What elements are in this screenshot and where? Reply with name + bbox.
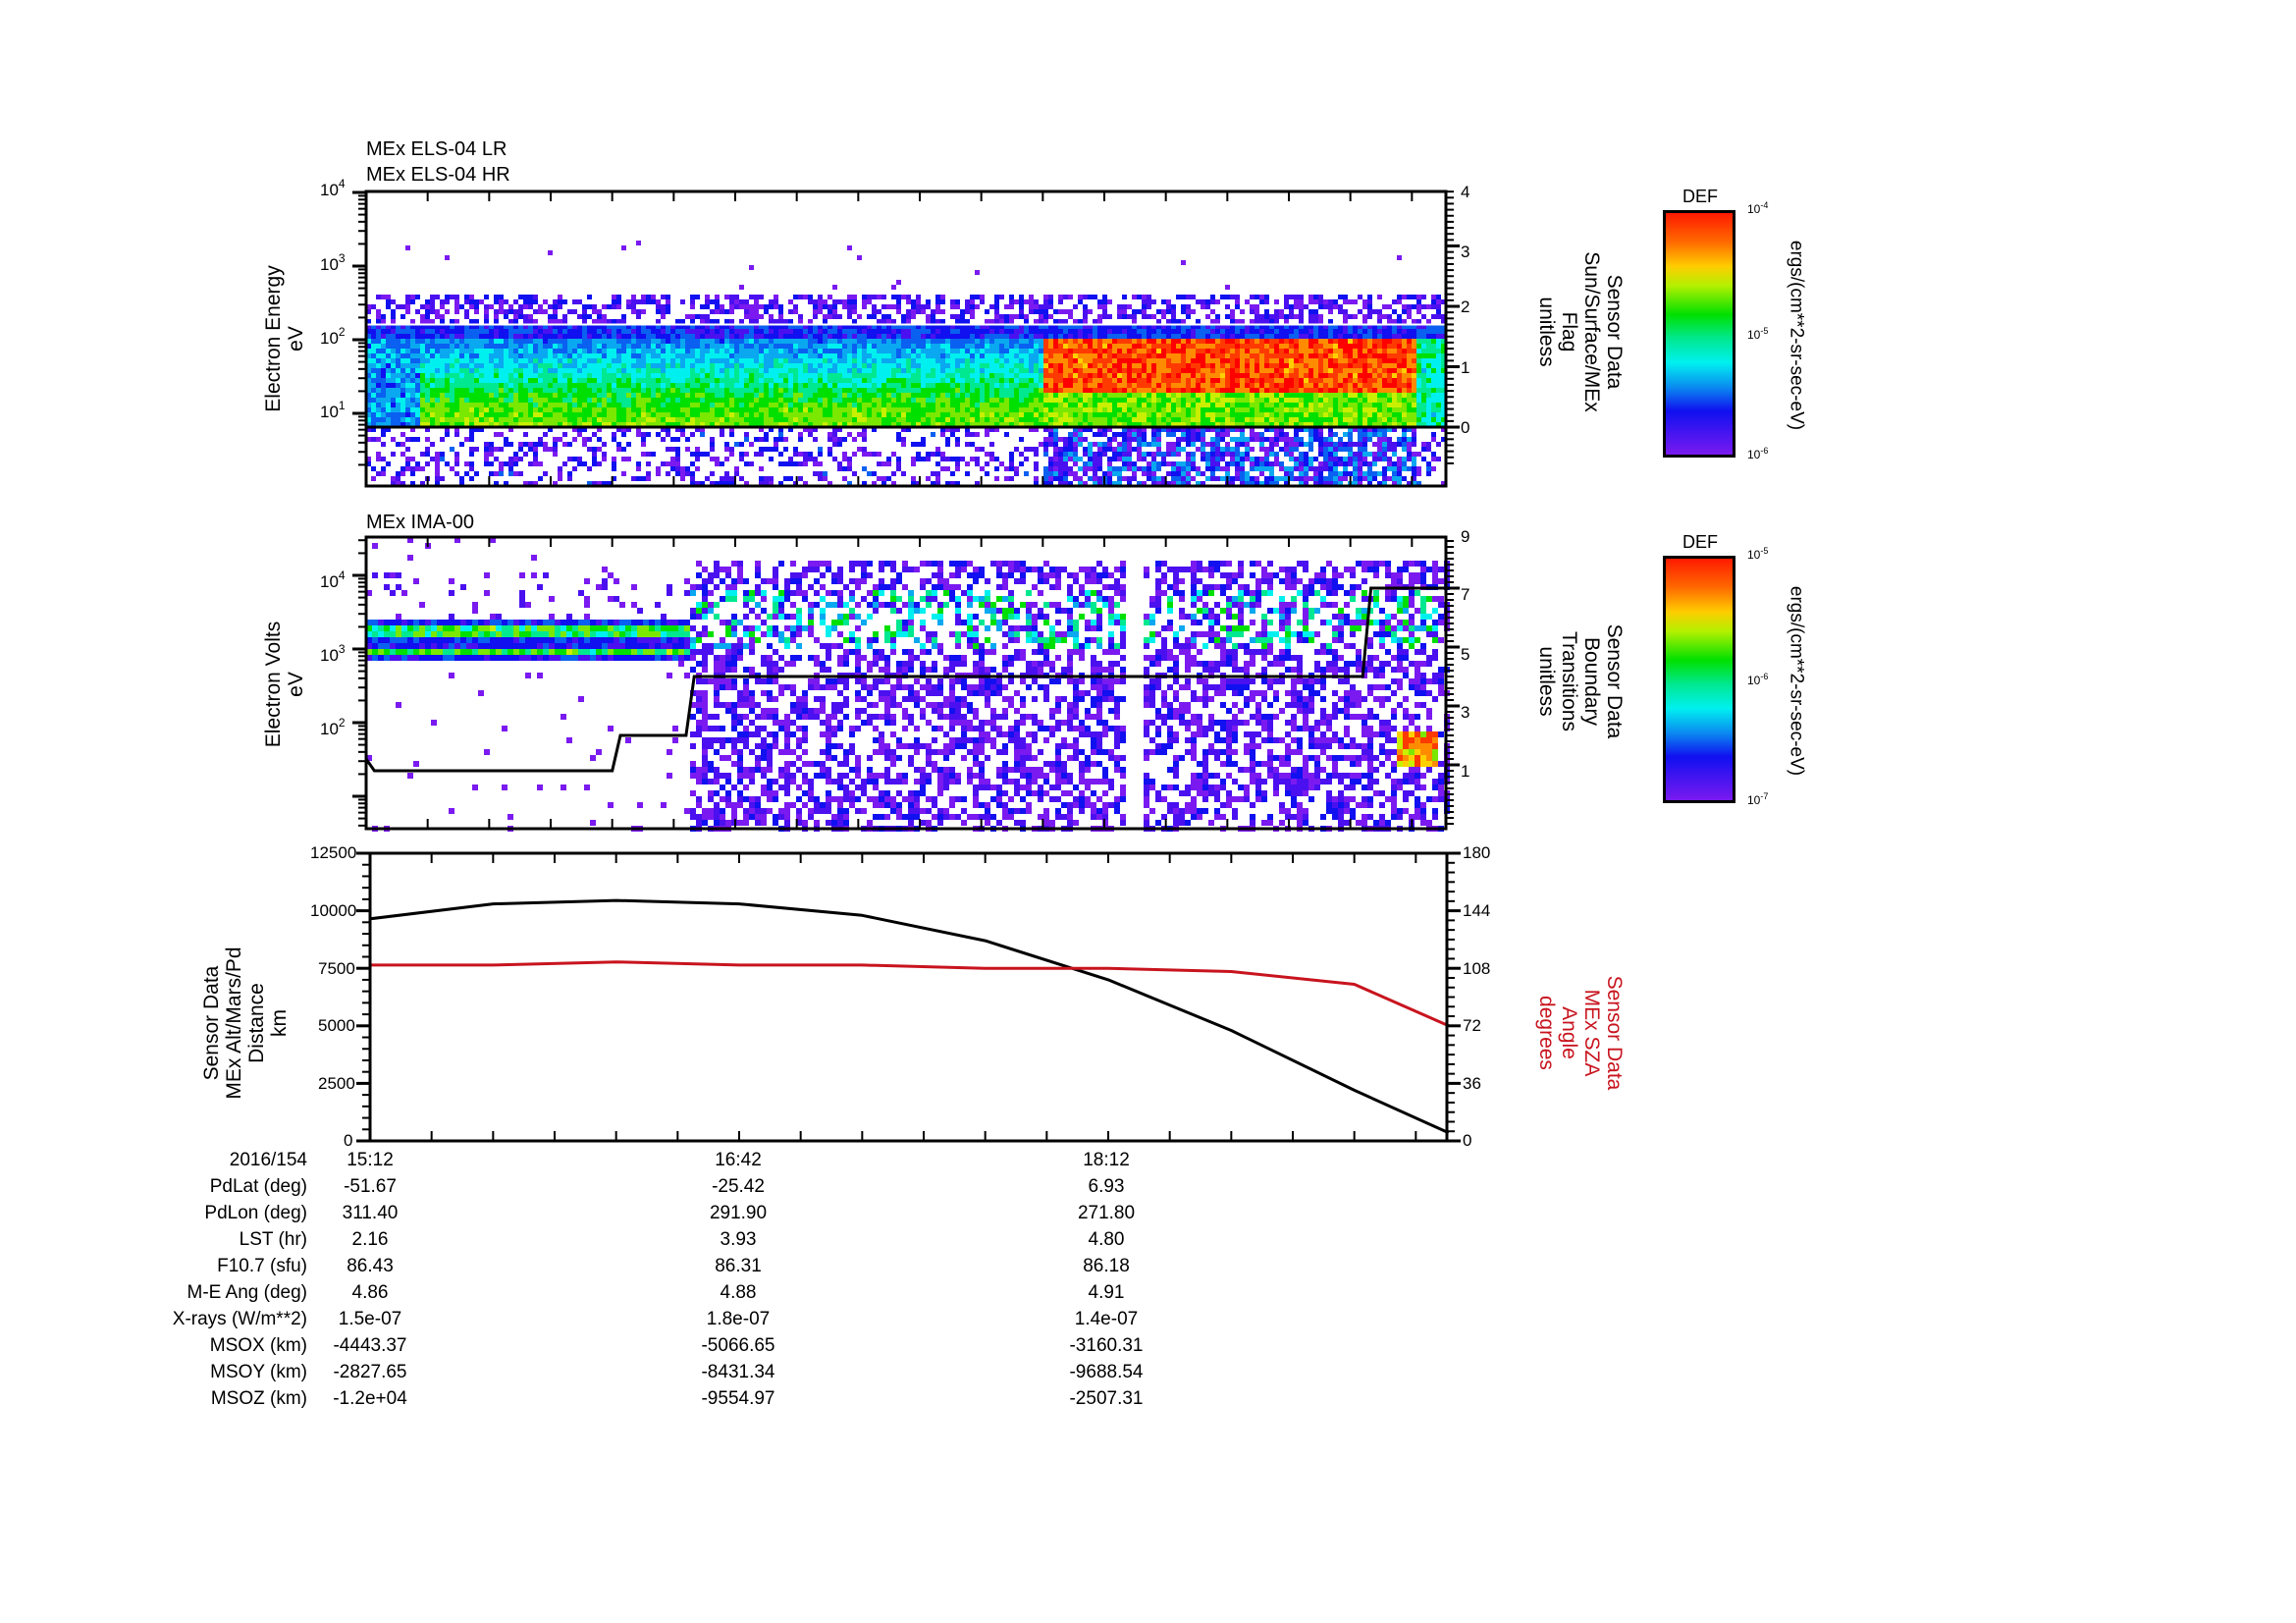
panel1-y2tick: 0 bbox=[1461, 418, 1470, 437]
ephemeris-column-1512: 15:12 -51.67 311.40 2.16 86.43 4.86 1.5e-07 -44… bbox=[333, 1150, 407, 1409]
panel1-ytick: 102 bbox=[320, 325, 346, 348]
panel1-y2tick: 3 bbox=[1461, 243, 1470, 261]
panel2-ytick: 102 bbox=[320, 716, 346, 738]
panel2-ytick: 103 bbox=[320, 642, 346, 665]
colorbar2-unit: ergs/(cm**2-sr-sec-eV) bbox=[1786, 585, 1807, 777]
panel3-ylabel: Sensor Data MEx Alt/Mars/Pd Distance km bbox=[200, 947, 291, 1100]
panel1-ytick: 104 bbox=[320, 177, 346, 199]
panel3-y2tick: 180 bbox=[1463, 843, 1491, 862]
panel1-y2tick: 4 bbox=[1461, 183, 1470, 201]
panel2-ima-spectrogram bbox=[352, 535, 1460, 832]
panel1-title-lr: MEx ELS-04 LR bbox=[366, 138, 507, 160]
panel1-els-spectrogram bbox=[352, 189, 1460, 488]
panel1-y2tick: 2 bbox=[1461, 298, 1470, 316]
panel2-y2tick: 5 bbox=[1461, 645, 1470, 664]
colorbar2-tick: 10-6 bbox=[1747, 672, 1769, 687]
colorbar1-title: DEF bbox=[1682, 187, 1718, 206]
ephemeris-column-1812: 18:12 6.93 271.80 4.80 86.18 4.91 1.4e-07 -3160… bbox=[1069, 1150, 1144, 1409]
panel3-y2tick: 0 bbox=[1463, 1131, 1472, 1150]
panel2-title: MEx IMA-00 bbox=[366, 512, 475, 533]
ephemeris-column-1642: 16:42 -25.42 291.90 3.93 86.31 4.88 1.8e-07 -50… bbox=[701, 1150, 775, 1409]
colorbar2-tick: 10-7 bbox=[1747, 791, 1769, 807]
panel2-y2tick: 9 bbox=[1461, 527, 1470, 546]
panel2-ytick: 104 bbox=[320, 568, 346, 591]
panel1-y2tick: 1 bbox=[1461, 358, 1470, 377]
panel3-ytick: 5000 bbox=[318, 1016, 355, 1035]
panel3-y2tick: 36 bbox=[1463, 1074, 1481, 1093]
panel2-y2tick: 7 bbox=[1461, 585, 1470, 604]
panel3-y2label: Sensor Data MEx SZA Angle degrees bbox=[1535, 975, 1626, 1091]
panel3-y2tick: 72 bbox=[1463, 1016, 1481, 1035]
panel3-ytick: 2500 bbox=[318, 1074, 355, 1093]
panel1-ylabel: Electron Energy eV bbox=[262, 265, 307, 412]
panel3-ytick: 10000 bbox=[310, 901, 357, 920]
colorbar1-tick: 10-5 bbox=[1747, 326, 1769, 342]
colorbar1-tick: 10-4 bbox=[1747, 200, 1769, 216]
panel3-ytick: 12500 bbox=[310, 843, 357, 862]
panel1-ytick: 101 bbox=[320, 399, 346, 421]
colorbar1 bbox=[1663, 210, 1735, 458]
panel1-y2label: Sensor Data Sun/Surface/MEx Flag unitless bbox=[1535, 251, 1626, 412]
panel2-y2tick: 3 bbox=[1461, 703, 1470, 722]
colorbar1-tick: 10-6 bbox=[1747, 446, 1769, 461]
panel2-y2tick: 1 bbox=[1461, 762, 1470, 781]
colorbar2 bbox=[1663, 556, 1735, 803]
panel2-ylabel: Electron Volts eV bbox=[262, 621, 307, 748]
panel3-y2tick: 108 bbox=[1463, 959, 1491, 978]
panel3-ytick: 0 bbox=[344, 1131, 353, 1150]
ephemeris-labels: 2016/154 PdLat (deg) PdLon (deg) LST (hr) F1… bbox=[172, 1150, 307, 1409]
panel2-y2label: Sensor Data Boundary Transitions unitless bbox=[1535, 623, 1626, 739]
panel1-ytick: 103 bbox=[320, 251, 346, 274]
colorbar2-title: DEF bbox=[1682, 532, 1718, 552]
panel3-ytick: 7500 bbox=[318, 959, 355, 978]
colorbar1-unit: ergs/(cm**2-sr-sec-eV) bbox=[1786, 240, 1807, 431]
panel1-title-hr: MEx ELS-04 HR bbox=[366, 164, 510, 186]
panel3-y2tick: 144 bbox=[1463, 901, 1491, 920]
panel3-altitude-sza-lineplot bbox=[356, 851, 1461, 1143]
colorbar2-tick: 10-5 bbox=[1747, 546, 1769, 562]
